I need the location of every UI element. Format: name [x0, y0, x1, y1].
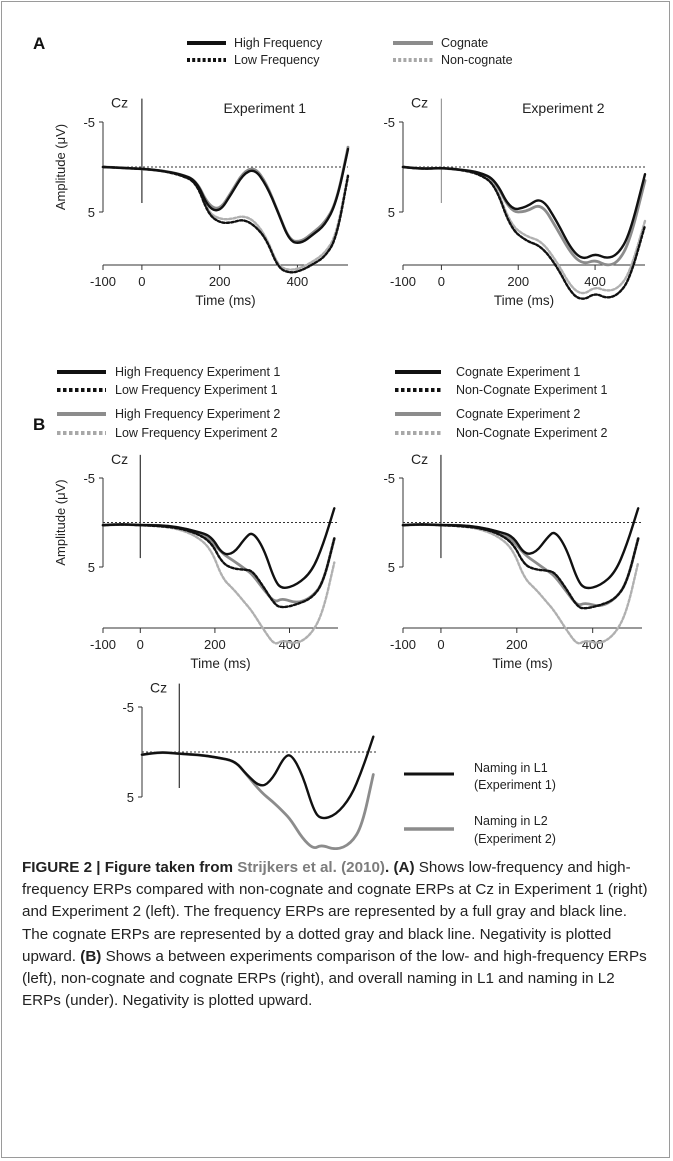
figure-canvas: A B High Frequency Low Frequency Cognate… — [33, 34, 647, 850]
caption-text-b: Shows a between experiments comparison o… — [22, 947, 647, 1010]
legend-a: High Frequency Low Frequency Cognate Non… — [187, 36, 513, 67]
legend-label-non-cognate: Non-cognate — [441, 53, 513, 67]
caption-reference-link[interactable]: Strijkers et al. (2010) — [237, 859, 385, 876]
series-line — [101, 507, 336, 589]
y-axis-label: Amplitude (μV) — [53, 124, 68, 210]
chart-3: -5 5 Amplitude (μV) Cz -100 0 200 400 Time (ms) — [53, 451, 338, 671]
legend-label-hf-exp1: High Frequency Experiment 1 — [115, 365, 280, 379]
x-tick-label: 400 — [582, 637, 604, 652]
series-line — [401, 523, 640, 607]
legend-label-cognate: Cognate — [441, 36, 488, 50]
chart-2: -5 5 Cz Experiment 2 -100 0 200 400 Time (ms) — [383, 95, 647, 308]
legend-label-lf-exp1: Low Frequency Experiment 1 — [115, 383, 278, 397]
electrode-label: Cz — [150, 680, 167, 696]
x-axis-label: Time (ms) — [492, 656, 552, 671]
y-tick-label: -5 — [83, 471, 95, 486]
legend-label-cog-exp1: Cognate Experiment 1 — [456, 365, 580, 379]
x-tick-label: 0 — [438, 274, 445, 289]
y-tick-label: 5 — [388, 205, 395, 220]
y-tick-label: 5 — [127, 790, 134, 805]
panel-letter-a: A — [33, 34, 45, 53]
y-tick-label: 5 — [388, 560, 395, 575]
x-axis-label: Time (ms) — [190, 656, 250, 671]
x-tick-label: 400 — [287, 274, 309, 289]
series-line — [101, 165, 350, 274]
chart-4: -5 5 Cz -100 0 200 400 Time (ms) — [383, 451, 642, 671]
figure-caption: FIGURE 2 | Figure taken from Strijkers e… — [22, 857, 652, 1012]
series-line — [101, 145, 350, 243]
legend-b: High Frequency Experiment 1 Low Frequenc… — [57, 365, 608, 440]
x-axis-label: Time (ms) — [494, 293, 554, 308]
electrode-label: Cz — [411, 95, 428, 111]
x-axis-label: Time (ms) — [195, 293, 255, 308]
series-line — [101, 165, 350, 271]
caption-lead-end: . — [384, 859, 390, 876]
y-tick-label: 5 — [88, 560, 95, 575]
x-tick-label: 200 — [209, 274, 231, 289]
x-tick-label: 0 — [138, 274, 145, 289]
series-line — [101, 147, 350, 244]
x-tick-label: 400 — [584, 274, 606, 289]
legend-label-naming-l2: Naming in L2 — [474, 814, 548, 828]
x-tick-label: 200 — [204, 637, 226, 652]
y-tick-label: -5 — [383, 471, 395, 486]
series-line — [140, 751, 375, 850]
x-tick-label: 200 — [507, 274, 529, 289]
panel-letter-b: B — [33, 415, 45, 434]
legend-label-high-frequency: High Frequency — [234, 36, 323, 50]
x-tick-label: 400 — [279, 637, 301, 652]
x-tick-label: 0 — [137, 637, 144, 652]
legend-label-naming-l2-sub: (Experiment 2) — [474, 832, 556, 846]
series-line — [401, 165, 647, 267]
chart-title: Experiment 2 — [522, 100, 605, 116]
chart-1: -5 5 Amplitude (μV) Cz Experiment 1 -100 0 200 4… — [53, 95, 350, 308]
series-line — [401, 507, 640, 590]
y-tick-label: -5 — [83, 115, 95, 130]
legend-label-naming-l1-sub: (Experiment 1) — [474, 778, 556, 792]
electrode-label: Cz — [411, 451, 428, 467]
legend-c: Naming in L1 (Experiment 1) Naming in L2… — [404, 761, 556, 846]
legend-label-low-frequency: Low Frequency — [234, 53, 320, 67]
caption-text-a: Shows low-frequency and high-frequency E… — [22, 859, 648, 965]
series-line — [401, 523, 640, 610]
x-tick-label: -100 — [90, 274, 116, 289]
legend-label-cog-exp2: Cognate Experiment 2 — [456, 407, 580, 421]
caption-tag-b: (B) — [80, 947, 102, 965]
series-line — [101, 523, 336, 604]
y-tick-label: 5 — [88, 205, 95, 220]
legend-label-lf-exp2: Low Frequency Experiment 2 — [115, 426, 278, 440]
legend-label-naming-l1: Naming in L1 — [474, 761, 548, 775]
chart-title: Experiment 1 — [224, 100, 307, 116]
caption-tag-a: (A) — [393, 859, 415, 876]
y-tick-label: -5 — [122, 700, 134, 715]
legend-label-noncog-exp1: Non-Cognate Experiment 1 — [456, 383, 608, 397]
electrode-label: Cz — [111, 451, 128, 467]
x-tick-label: 200 — [506, 637, 528, 652]
x-tick-label: -100 — [390, 274, 416, 289]
legend-label-noncog-exp2: Non-Cognate Experiment 2 — [456, 426, 608, 440]
legend-label-hf-exp2: High Frequency Experiment 2 — [115, 407, 280, 421]
series-line — [140, 735, 375, 820]
caption-lead: FIGURE 2 | Figure taken from — [22, 859, 238, 876]
x-tick-label: -100 — [90, 637, 116, 652]
x-tick-label: 0 — [437, 637, 444, 652]
charts-group: -5 5 Amplitude (μV) Cz Experiment 1 -100 0 200 4… — [53, 95, 647, 850]
series-line — [401, 165, 647, 300]
series-line — [101, 523, 336, 609]
y-axis-label: Amplitude (μV) — [53, 479, 68, 565]
series-line — [101, 523, 336, 645]
y-tick-label: -5 — [383, 115, 395, 130]
x-tick-label: -100 — [390, 637, 416, 652]
electrode-label: Cz — [111, 95, 128, 111]
